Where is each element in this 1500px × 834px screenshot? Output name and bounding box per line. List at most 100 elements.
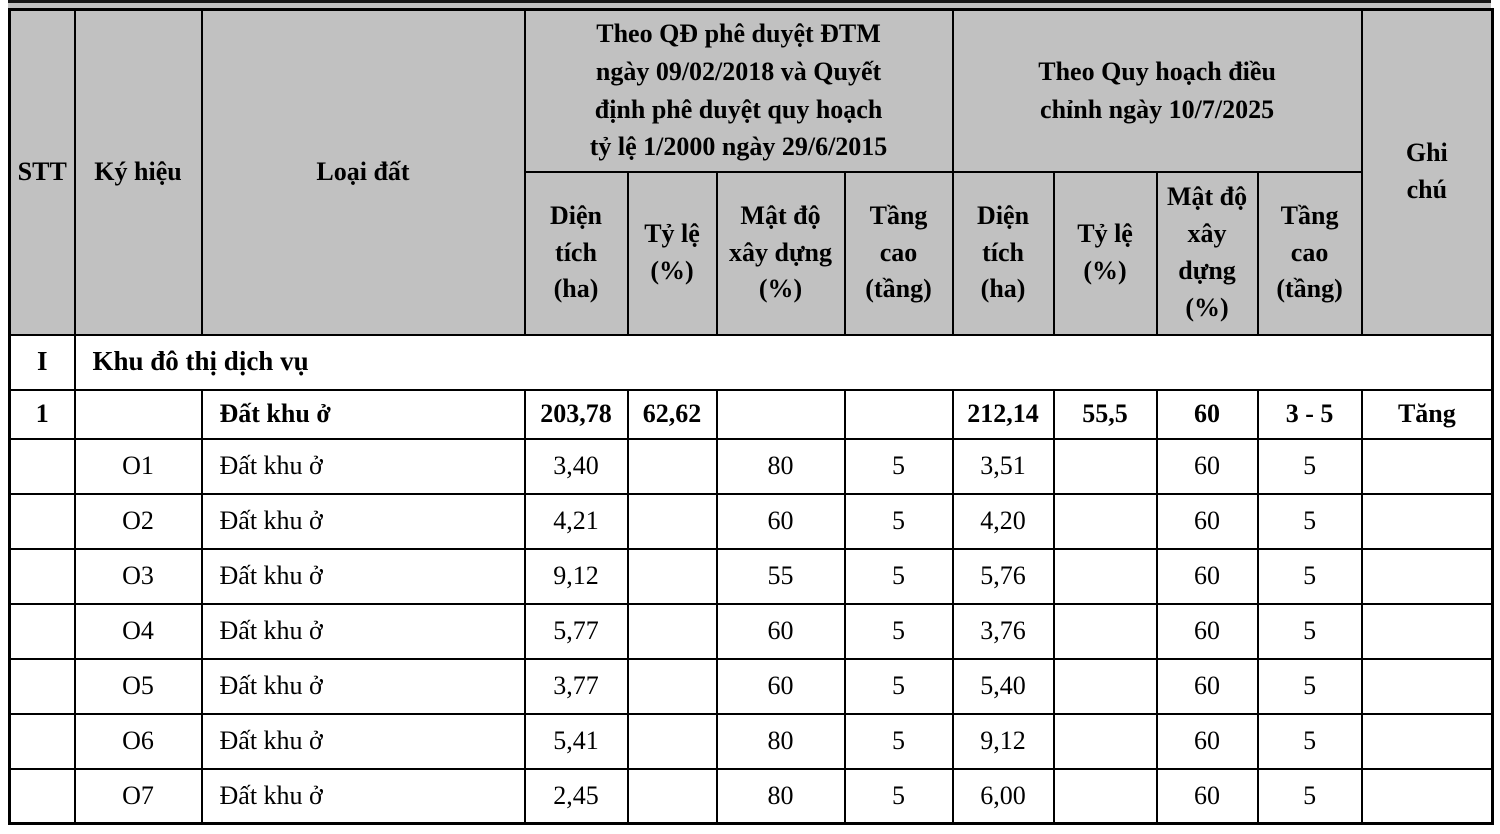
cell-ty-le-dtm xyxy=(626,437,718,495)
cell-section-label: Khu đô thị dịch vụ xyxy=(73,333,1494,391)
cell-ty-le-dc xyxy=(1052,492,1158,550)
cell-ghi-chu xyxy=(1360,712,1494,770)
table-row: O6 Đất khu ở 5,41 80 5 9,12 60 5 xyxy=(8,712,1494,770)
cell-mat-do-dc: 60 xyxy=(1155,437,1259,495)
cell-stt xyxy=(8,437,76,495)
cell-mat-do-dc: 60 xyxy=(1155,492,1259,550)
cell-loai-dat: Đất khu ở xyxy=(200,767,526,825)
cell-tang-cao-dtm: 5 xyxy=(843,547,954,605)
cell-dien-tich-dtm: 3,40 xyxy=(523,437,629,495)
table-row: O2 Đất khu ở 4,21 60 5 4,20 60 5 xyxy=(8,492,1494,550)
cell-dien-tich-dc: 3,51 xyxy=(951,437,1055,495)
cell-dien-tich-dc: 4,20 xyxy=(951,492,1055,550)
cell-mat-do-dc: 60 xyxy=(1155,602,1259,660)
cell-dien-tich-dc: 212,14 xyxy=(951,388,1055,440)
header-group-dieu-chinh: Theo Quy hoạch điều chỉnh ngày 10/7/2025 xyxy=(951,8,1363,173)
cell-loai-dat: Đất khu ở xyxy=(200,492,526,550)
table-header: STT Ký hiệu Loại đất Theo QĐ phê duyệt Đ… xyxy=(8,8,1494,336)
cell-ky-hieu xyxy=(73,388,203,440)
cell-stt xyxy=(8,712,76,770)
header-group-dtm: Theo QĐ phê duyệt ĐTM ngày 09/02/2018 và… xyxy=(523,8,954,173)
cell-ghi-chu xyxy=(1360,437,1494,495)
cell-ty-le-dtm xyxy=(626,712,718,770)
cell-loai-dat: Đất khu ở xyxy=(200,602,526,660)
cell-dien-tich-dc: 9,12 xyxy=(951,712,1055,770)
cell-dien-tich-dtm: 9,12 xyxy=(523,547,629,605)
cell-ty-le-dtm xyxy=(626,602,718,660)
cell-mat-do-dtm: 60 xyxy=(715,602,846,660)
cell-tang-cao-dc: 3 - 5 xyxy=(1256,388,1363,440)
cell-ghi-chu xyxy=(1360,547,1494,605)
cell-ghi-chu xyxy=(1360,492,1494,550)
cell-mat-do-dtm: 80 xyxy=(715,767,846,825)
header-row-sub: Diện tích (ha) Tỷ lệ (%) Mật độ xây dựng… xyxy=(10,170,1493,336)
cell-stt xyxy=(8,657,76,715)
cell-mat-do-dtm: 60 xyxy=(715,492,846,550)
land-use-table: STT Ký hiệu Loại đất Theo QĐ phê duyệt Đ… xyxy=(8,8,1495,825)
cell-ty-le-dc xyxy=(1052,602,1158,660)
table-body: I Khu đô thị dịch vụ 1 Đất khu ở 203,78 62,62… xyxy=(8,333,1494,825)
cell-ky-hieu: O1 xyxy=(73,437,203,495)
cell-ty-le-dtm xyxy=(626,767,718,825)
cell-stt: 1 xyxy=(8,388,76,440)
cell-mat-do-dtm: 80 xyxy=(715,437,846,495)
cell-ty-le-dtm xyxy=(626,547,718,605)
cell-dien-tich-dc: 3,76 xyxy=(951,602,1055,660)
cell-mat-do-dc: 60 xyxy=(1155,547,1259,605)
subheader-mat-do-dc: Mật độ xây dựng (%) xyxy=(1155,170,1259,336)
cell-stt xyxy=(8,602,76,660)
cell-mat-do-dtm: 55 xyxy=(715,547,846,605)
cell-ty-le-dc xyxy=(1052,657,1158,715)
cell-tang-cao-dc: 5 xyxy=(1256,547,1363,605)
cell-tang-cao-dtm: 5 xyxy=(843,602,954,660)
cell-ky-hieu: O2 xyxy=(73,492,203,550)
cell-ty-le-dtm: 62,62 xyxy=(626,388,718,440)
cell-mat-do-dc: 60 xyxy=(1155,657,1259,715)
cell-tang-cao-dtm: 5 xyxy=(843,767,954,825)
cell-dien-tich-dtm: 4,21 xyxy=(523,492,629,550)
table-row: 1 Đất khu ở 203,78 62,62 212,14 55,5 60 3 - 5 Tă… xyxy=(8,388,1494,440)
cell-ty-le-dc xyxy=(1052,767,1158,825)
cell-ky-hieu: O4 xyxy=(73,602,203,660)
cell-ty-le-dc: 55,5 xyxy=(1052,388,1158,440)
cell-dien-tich-dtm: 2,45 xyxy=(523,767,629,825)
cell-ty-le-dc xyxy=(1052,437,1158,495)
cell-dien-tich-dc: 5,76 xyxy=(951,547,1055,605)
table-row: O3 Đất khu ở 9,12 55 5 5,76 60 5 xyxy=(8,547,1494,605)
subheader-mat-do-dtm: Mật độ xây dựng (%) xyxy=(715,170,846,336)
subheader-dien-tich-dtm: Diện tích (ha) xyxy=(523,170,629,336)
cell-tang-cao-dtm xyxy=(843,388,954,440)
cell-ky-hieu: O3 xyxy=(73,547,203,605)
cell-mat-do-dc: 60 xyxy=(1155,767,1259,825)
cell-tang-cao-dtm: 5 xyxy=(843,437,954,495)
cell-ghi-chu xyxy=(1360,767,1494,825)
cell-tang-cao-dc: 5 xyxy=(1256,657,1363,715)
cell-ky-hieu: O6 xyxy=(73,712,203,770)
cell-dien-tich-dtm: 5,77 xyxy=(523,602,629,660)
cell-loai-dat: Đất khu ở xyxy=(200,388,526,440)
table-row: O5 Đất khu ở 3,77 60 5 5,40 60 5 xyxy=(8,657,1494,715)
cell-tang-cao-dc: 5 xyxy=(1256,767,1363,825)
header-ky-hieu: Ký hiệu xyxy=(73,8,203,336)
header-row-groups: STT Ký hiệu Loại đất Theo QĐ phê duyệt Đ… xyxy=(8,8,1494,336)
cell-tang-cao-dc: 5 xyxy=(1256,492,1363,550)
cell-stt xyxy=(8,767,76,825)
cell-ty-le-dtm xyxy=(626,657,718,715)
subheader-ty-le-dtm: Tỷ lệ (%) xyxy=(626,170,718,336)
cell-ky-hieu: O7 xyxy=(73,767,203,825)
cell-dien-tich-dc: 6,00 xyxy=(951,767,1055,825)
table-row: O4 Đất khu ở 5,77 60 5 3,76 60 5 xyxy=(8,602,1494,660)
cell-tang-cao-dtm: 5 xyxy=(843,712,954,770)
cell-dien-tich-dc: 5,40 xyxy=(951,657,1055,715)
subheader-tang-cao-dtm: Tầng cao (tầng) xyxy=(843,170,954,336)
cell-dien-tich-dtm: 3,77 xyxy=(523,657,629,715)
cell-tang-cao-dc: 5 xyxy=(1256,437,1363,495)
cell-loai-dat: Đất khu ở xyxy=(200,657,526,715)
cell-mat-do-dtm: 60 xyxy=(715,657,846,715)
cell-stt xyxy=(8,547,76,605)
cell-ty-le-dc xyxy=(1052,547,1158,605)
cell-mat-do-dtm xyxy=(715,388,846,440)
subheader-dien-tich-dc: Diện tích (ha) xyxy=(951,170,1055,336)
cell-ty-le-dtm xyxy=(626,492,718,550)
